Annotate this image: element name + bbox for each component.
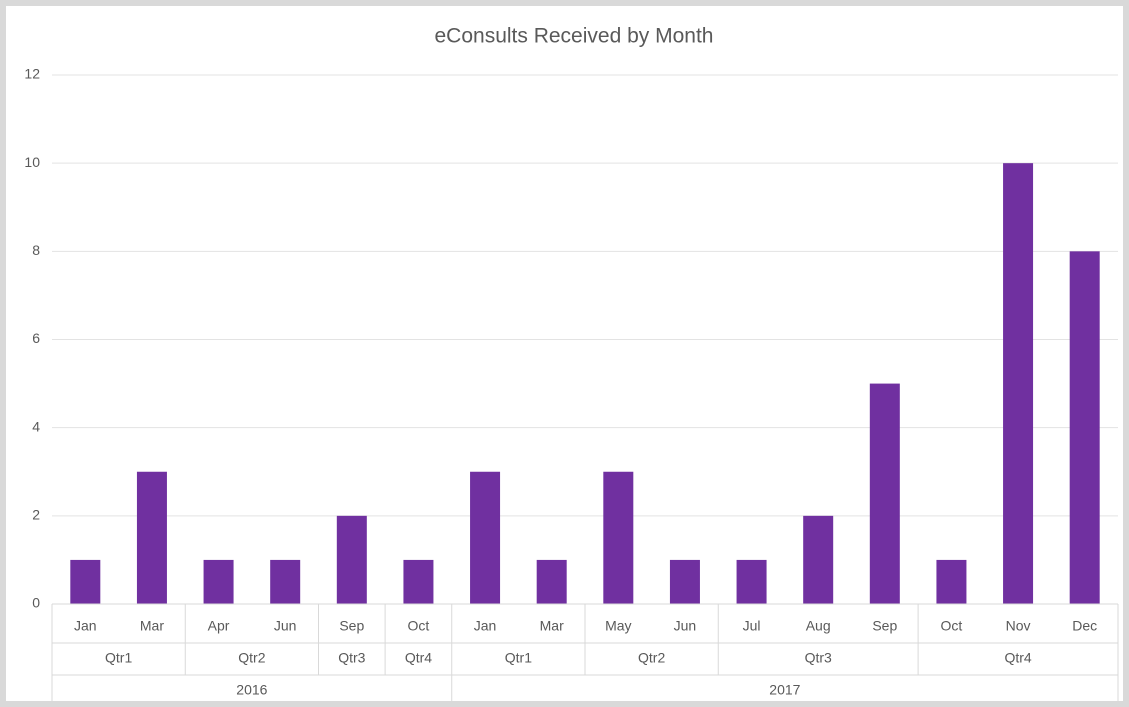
x-tick-label: Oct xyxy=(941,618,963,634)
bar xyxy=(470,471,501,604)
y-tick-label: 2 xyxy=(32,507,40,523)
x-tick-label: Nov xyxy=(1006,618,1031,634)
quarter-label: Qtr1 xyxy=(505,650,532,666)
quarter-label: Qtr1 xyxy=(105,650,132,666)
y-tick-label: 0 xyxy=(32,595,40,611)
quarter-label: Qtr4 xyxy=(1004,650,1031,666)
bar xyxy=(336,515,367,604)
y-tick-label: 10 xyxy=(24,154,40,170)
quarter-label: Qtr2 xyxy=(638,650,665,666)
year-label: 2017 xyxy=(769,682,800,698)
year-label: 2016 xyxy=(236,682,267,698)
bar xyxy=(736,559,767,604)
x-tick-label: Dec xyxy=(1072,618,1097,634)
y-tick-label: 8 xyxy=(32,242,40,258)
x-tick-label: Apr xyxy=(208,618,230,634)
x-tick-label: Jan xyxy=(474,618,497,634)
bar xyxy=(536,559,567,604)
quarter-label: Qtr3 xyxy=(805,650,832,666)
bar xyxy=(203,559,234,604)
bar xyxy=(669,559,700,604)
x-tick-label: Jul xyxy=(743,618,761,634)
y-tick-label: 12 xyxy=(24,66,40,82)
bar xyxy=(603,471,634,604)
x-tick-label: Jun xyxy=(274,618,297,634)
x-tick-label: Jan xyxy=(74,618,97,634)
bar xyxy=(803,515,834,604)
bar xyxy=(136,471,167,604)
bar xyxy=(869,383,900,604)
y-tick-label: 6 xyxy=(32,330,40,346)
chart-title: eConsults Received by Month xyxy=(435,25,714,48)
bar xyxy=(403,559,434,604)
y-tick-label: 4 xyxy=(32,418,40,434)
quarter-label: Qtr2 xyxy=(238,650,265,666)
x-tick-label: Mar xyxy=(540,618,564,634)
bar xyxy=(270,559,301,604)
quarter-label: Qtr4 xyxy=(405,650,432,666)
x-tick-label: Mar xyxy=(140,618,164,634)
quarter-label: Qtr3 xyxy=(338,650,365,666)
x-tick-label: Sep xyxy=(339,618,364,634)
bar xyxy=(70,559,101,604)
x-tick-label: Oct xyxy=(408,618,430,634)
x-tick-label: Jun xyxy=(674,618,697,634)
bar xyxy=(1003,163,1034,604)
x-tick-label: Sep xyxy=(872,618,897,634)
bar xyxy=(936,559,967,604)
x-tick-label: Aug xyxy=(806,618,831,634)
bar xyxy=(1069,251,1100,605)
x-tick-label: May xyxy=(605,618,631,634)
